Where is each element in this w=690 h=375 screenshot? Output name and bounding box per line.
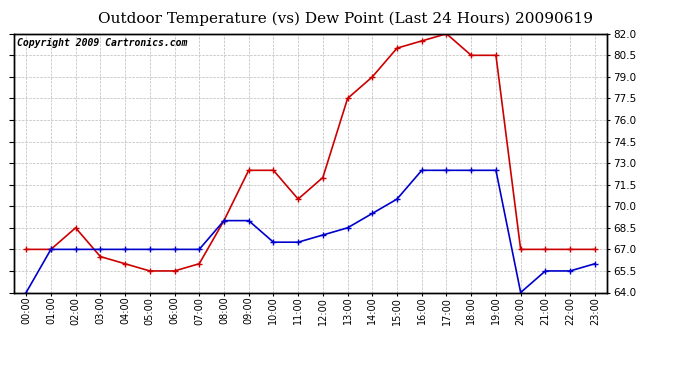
Text: Copyright 2009 Cartronics.com: Copyright 2009 Cartronics.com: [17, 38, 187, 48]
Text: Outdoor Temperature (vs) Dew Point (Last 24 Hours) 20090619: Outdoor Temperature (vs) Dew Point (Last…: [97, 11, 593, 26]
